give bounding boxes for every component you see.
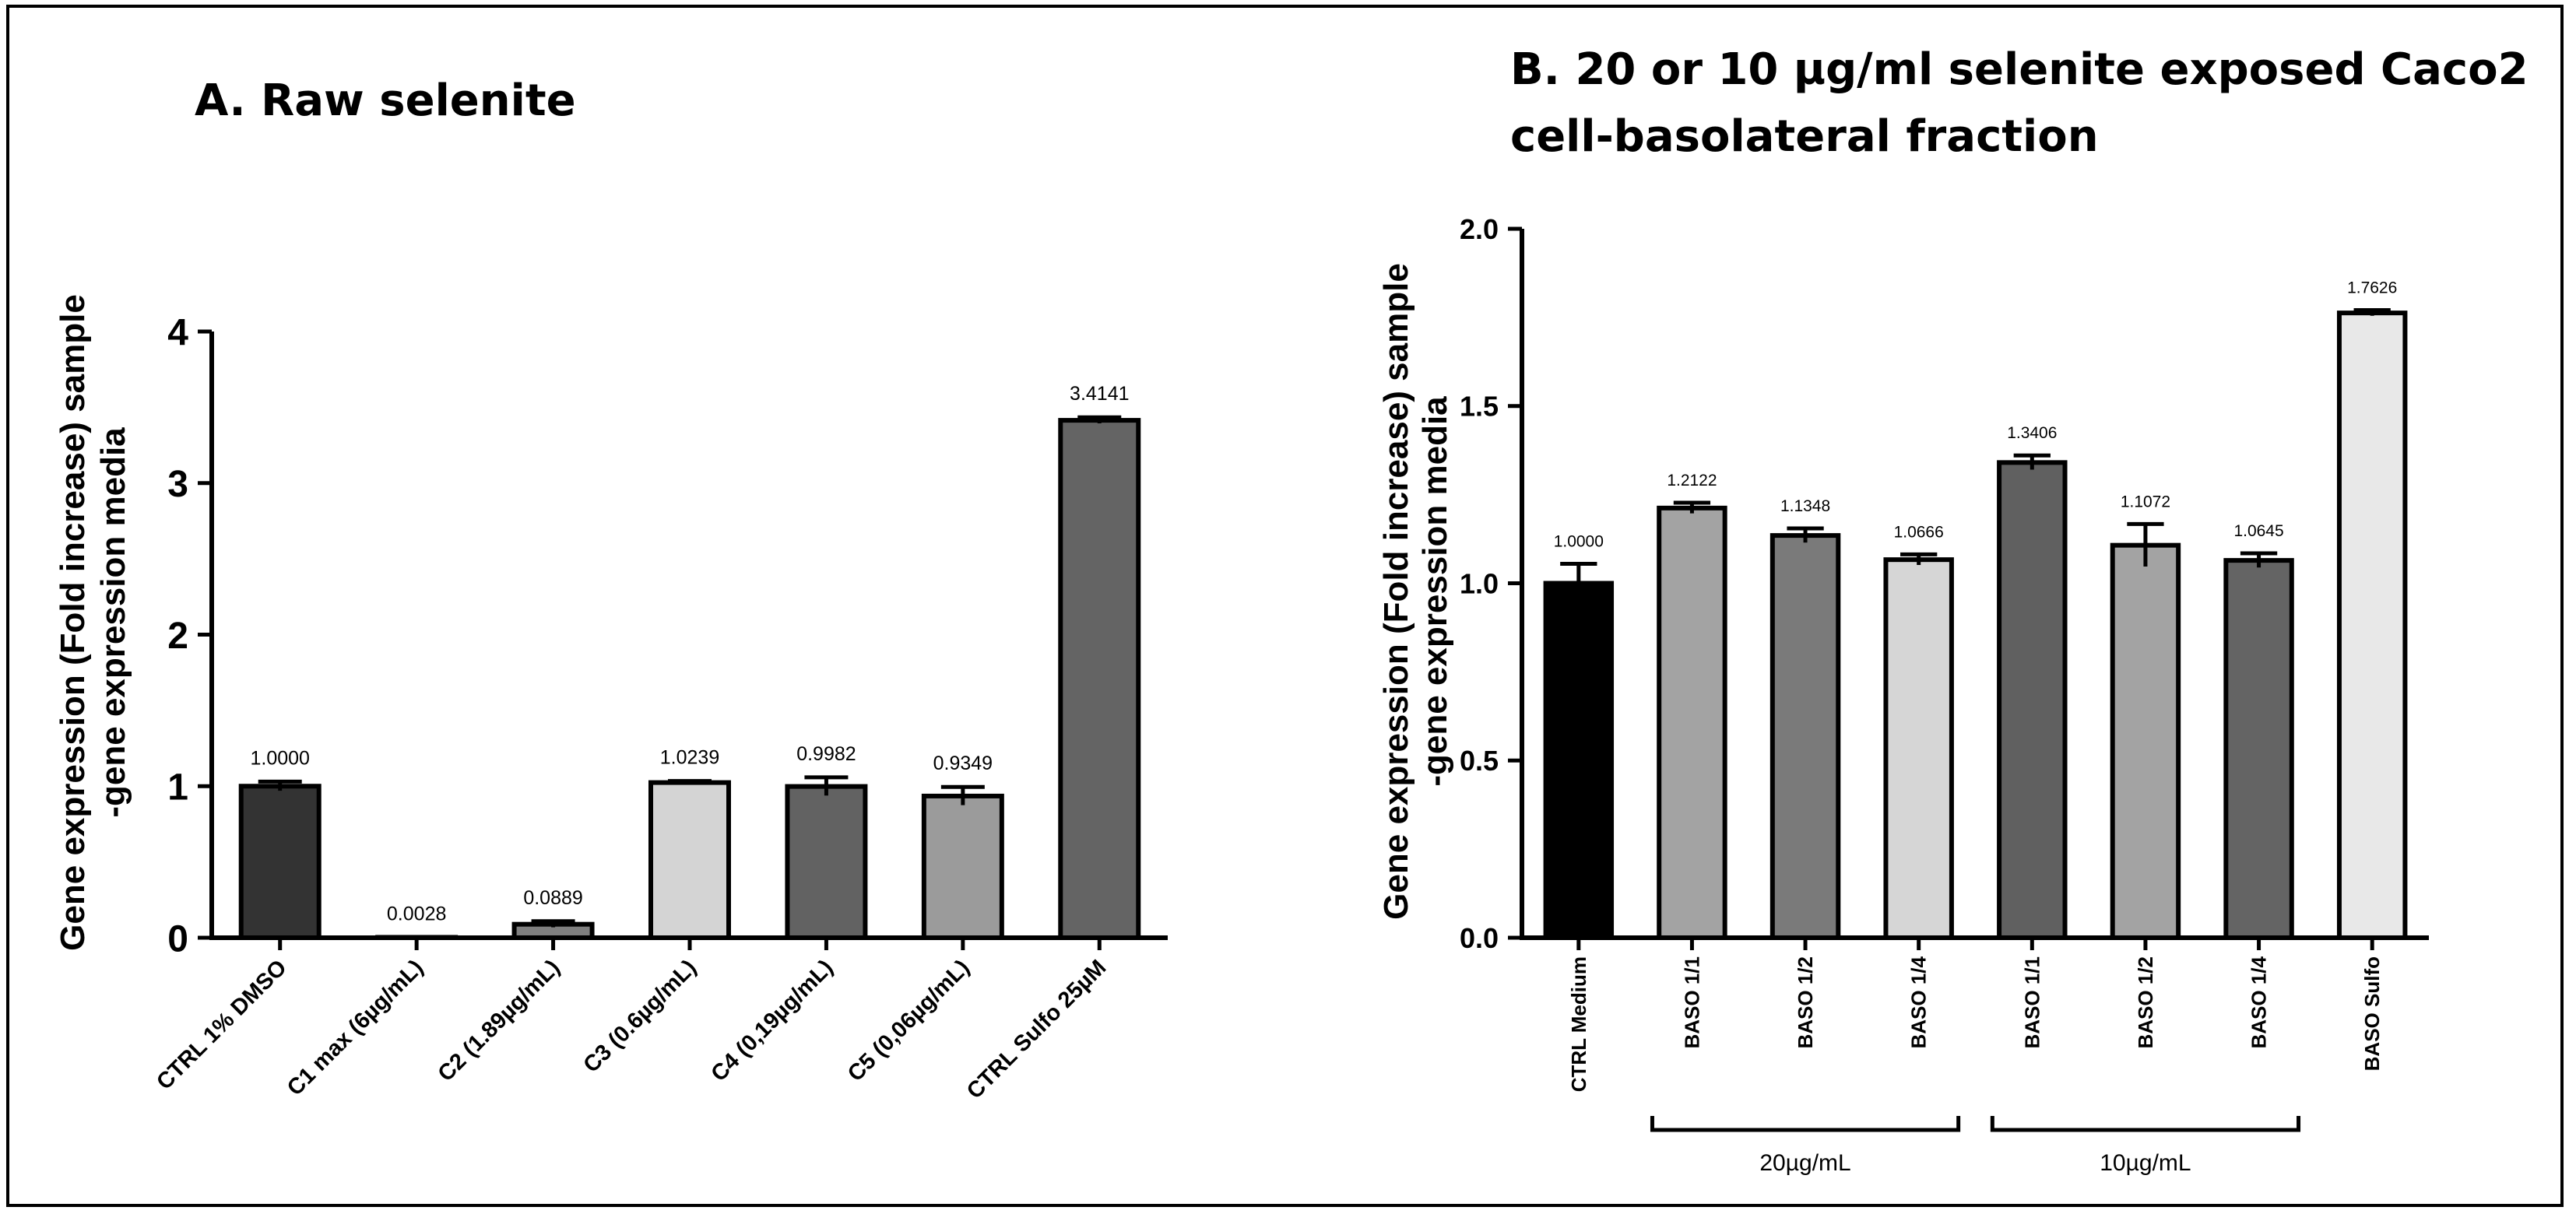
panel-a-data-label: 3.4141: [1070, 383, 1129, 405]
panel-a-category-label-group: C5 (0,06µg/mL): [843, 955, 975, 1086]
panel-b-data-label: 1.0645: [2233, 522, 2283, 540]
panel-a-data-label: 0.0889: [523, 887, 582, 909]
panel-a-ytick-label: 0: [167, 918, 188, 960]
panel-a-category-label-group: C2 (1.89µg/mL): [434, 955, 565, 1086]
panel-a-category-label: C5 (0,06µg/mL): [843, 955, 975, 1086]
panel-a-plot: 0 1 2 3 4 1.0000 CTRL 1% DMSO 0.0028 C1 max (6µg…: [152, 312, 1168, 1104]
panel-b-data-label: 1.1348: [1780, 497, 1830, 515]
panel-b-category-label-group: BASO Sulfo: [2360, 956, 2384, 1071]
panel-b-title-line2: cell-basolateral fraction: [1510, 111, 2099, 162]
panel-b-group-label: 20µg/mL: [1759, 1150, 1850, 1176]
panel-b-data-label: 1.0666: [1894, 523, 1944, 541]
panel-b-group-label: 10µg/mL: [2100, 1150, 2191, 1176]
panel-a-category-label: C1 max (6µg/mL): [283, 955, 428, 1100]
panel-a-data-label: 0.9982: [796, 743, 856, 765]
panel-a-ytick-label: 4: [167, 312, 188, 353]
panel-b-ylabel-line2: -gene expression media: [1416, 396, 1454, 787]
panel-b-category-label-group: BASO 1/4: [1907, 956, 1931, 1048]
panel-a-category-label-group: C4 (0,19µg/mL): [706, 955, 838, 1086]
panel-b-bar: [1657, 505, 1727, 940]
panel-b-category-label-group: CTRL Medium: [1567, 956, 1590, 1092]
panel-b-data-label: 1.3406: [2007, 424, 2057, 442]
panel-b-data-label: 1.7626: [2347, 279, 2397, 296]
panel-b-category-label: CTRL Medium: [1567, 956, 1590, 1092]
panel-a-bar: [648, 780, 731, 940]
panel-a-category-label-group: C3 (0.6µg/mL): [578, 955, 701, 1078]
panel-a-bar: [921, 793, 1004, 940]
panel-b-bar: [2223, 558, 2294, 940]
panel-a-data-label: 0.0028: [387, 903, 446, 925]
panel-b-ytick-label: 0.5: [1460, 745, 1499, 777]
panel-b-ytick-label: 1.5: [1460, 391, 1499, 423]
panel-b-ylabel-line1: Gene expression (Fold increase) sample: [1377, 263, 1415, 920]
panel-a-bar: [375, 935, 459, 941]
panel-a-data-label: 0.9349: [933, 753, 993, 774]
panel-a-ytick-label: 3: [167, 464, 188, 505]
panel-b-bar: [2336, 311, 2408, 941]
panel-a-ylabel-line2: -gene expression media: [94, 427, 132, 818]
panel-b-plot: 0.0 0.5 1.0 1.5 2.0 1.0000 CTRL Medium 1.2122 BA…: [1460, 213, 2429, 1176]
panel-b-category-label-group: BASO 1/2: [2134, 956, 2157, 1049]
panel-b-group-bracket: [1650, 1116, 1961, 1132]
panel-a-category-label: CTRL Sulfo 25µM: [962, 955, 1111, 1103]
panel-b-category-label: BASO 1/1: [2020, 956, 2044, 1049]
panel-a-category-label-group: CTRL 1% DMSO: [152, 955, 291, 1094]
panel-b-category-label: BASO 1/2: [2134, 956, 2157, 1049]
panel-b-category-label: BASO 1/4: [2247, 956, 2271, 1048]
panel-b-category-label: BASO 1/4: [1907, 956, 1931, 1048]
panel-b-category-label-group: BASO 1/1: [2020, 956, 2044, 1049]
panel-a-category-label-group: CTRL Sulfo 25µM: [962, 955, 1111, 1103]
panel-b-bar: [1769, 533, 1841, 940]
panel-a-ylabel-line1: Gene expression (Fold increase) sample: [54, 294, 92, 951]
panel-b-title-line1: B. 20 or 10 µg/ml selenite exposed Caco2: [1510, 44, 2529, 95]
panel-b-category-label-group: BASO 1/1: [1680, 956, 1703, 1049]
panel-b-data-label: 1.1072: [2121, 493, 2170, 511]
panel-a-data-label: 1.0000: [250, 747, 309, 769]
panel-b-data-label: 1.2122: [1667, 472, 1717, 489]
panel-b-category-label: BASO 1/1: [1680, 956, 1703, 1049]
panel-b-bar: [1883, 557, 1954, 940]
panel-a-category-label: CTRL 1% DMSO: [152, 955, 291, 1094]
panel-a-title: A. Raw selenite: [195, 75, 576, 126]
panel-b-category-label-group: BASO 1/4: [2247, 956, 2271, 1048]
panel-a-bar: [1058, 418, 1141, 940]
figure-frame: [6, 5, 2564, 1207]
panel-b-ytick-label: 0.0: [1460, 922, 1499, 954]
panel-b-bar: [1543, 581, 1615, 940]
panel-a-bar: [785, 784, 868, 940]
panel-b-ytick-label: 2.0: [1460, 213, 1499, 245]
panel-a-data-label: 1.0239: [660, 747, 719, 769]
panel-b-category-label-group: BASO 1/2: [1794, 956, 1817, 1049]
panel-b-ytick-label: 1.0: [1460, 567, 1499, 599]
panel-b-category-label: BASO Sulfo: [2360, 956, 2384, 1071]
panel-a-ytick-label: 1: [167, 767, 188, 809]
panel-a-bar: [238, 784, 322, 940]
panel-a-category-label: C3 (0.6µg/mL): [578, 955, 701, 1078]
panel-a-category-label-group: C1 max (6µg/mL): [283, 955, 428, 1100]
panel-a-ytick-label: 2: [167, 616, 188, 657]
panel-b-category-label: BASO 1/2: [1794, 956, 1817, 1049]
panel-a-category-label: C4 (0,19µg/mL): [706, 955, 838, 1086]
panel-a-category-label: C2 (1.89µg/mL): [434, 955, 565, 1086]
panel-b-bar: [1997, 460, 2068, 940]
panel-b-bar: [2110, 542, 2181, 940]
panel-b-group-bracket: [1990, 1116, 2301, 1132]
panel-b-data-label: 1.0000: [1554, 532, 1604, 550]
